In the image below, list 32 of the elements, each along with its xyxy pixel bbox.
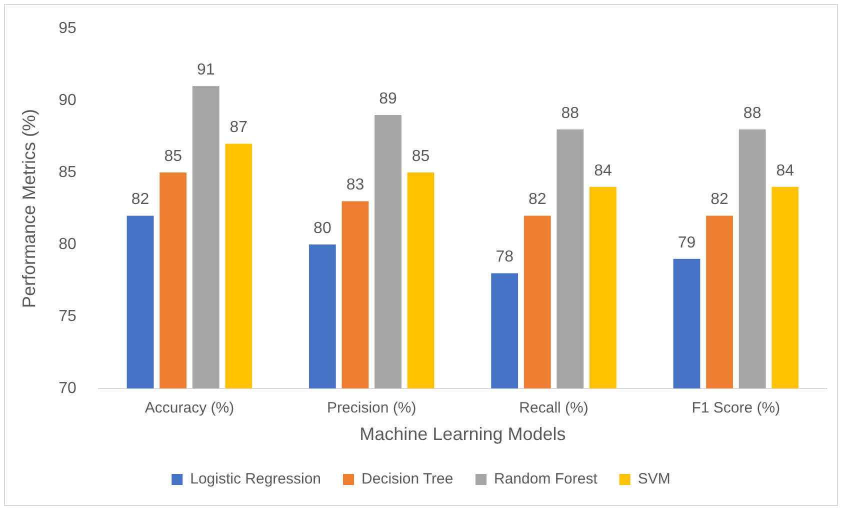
y-tick-label: 70	[58, 380, 76, 397]
data-label: 82	[710, 191, 729, 208]
data-label: 91	[196, 62, 215, 79]
y-tick-label: 85	[58, 164, 76, 181]
x-tick-label: Recall (%)	[519, 400, 588, 417]
data-label: 82	[528, 191, 546, 208]
data-label: 88	[743, 104, 762, 122]
data-label: 82	[131, 191, 150, 208]
x-tick-label: F1 Score (%)	[692, 400, 780, 417]
legend-label: Logistic Regression	[190, 470, 322, 488]
data-label: 85	[412, 148, 430, 165]
data-label: 89	[379, 90, 398, 108]
legend-label: Decision Tree	[362, 470, 454, 488]
y-axis-title: Performance Metrics (%)	[18, 108, 39, 308]
y-tick-label: 90	[58, 92, 76, 109]
data-label: 87	[230, 119, 248, 136]
x-axis-title: Machine Learning Models	[360, 424, 566, 444]
x-tick-label: Accuracy (%)	[144, 400, 234, 417]
legend-label: Random Forest	[494, 470, 598, 488]
data-label: 85	[164, 148, 182, 165]
data-label: 88	[561, 104, 580, 122]
y-tick-label: 80	[58, 236, 76, 253]
data-label: 84	[776, 162, 794, 180]
data-label: 83	[346, 176, 364, 194]
y-tick-label: 75	[58, 308, 76, 325]
data-label: 79	[678, 234, 696, 252]
legend-label: SVM	[638, 470, 670, 488]
data-label: 80	[314, 220, 332, 237]
y-tick-label: 95	[58, 20, 76, 38]
x-tick-label: Precision (%)	[327, 400, 416, 417]
data-label: 78	[496, 248, 514, 266]
data-label: 84	[594, 162, 612, 180]
